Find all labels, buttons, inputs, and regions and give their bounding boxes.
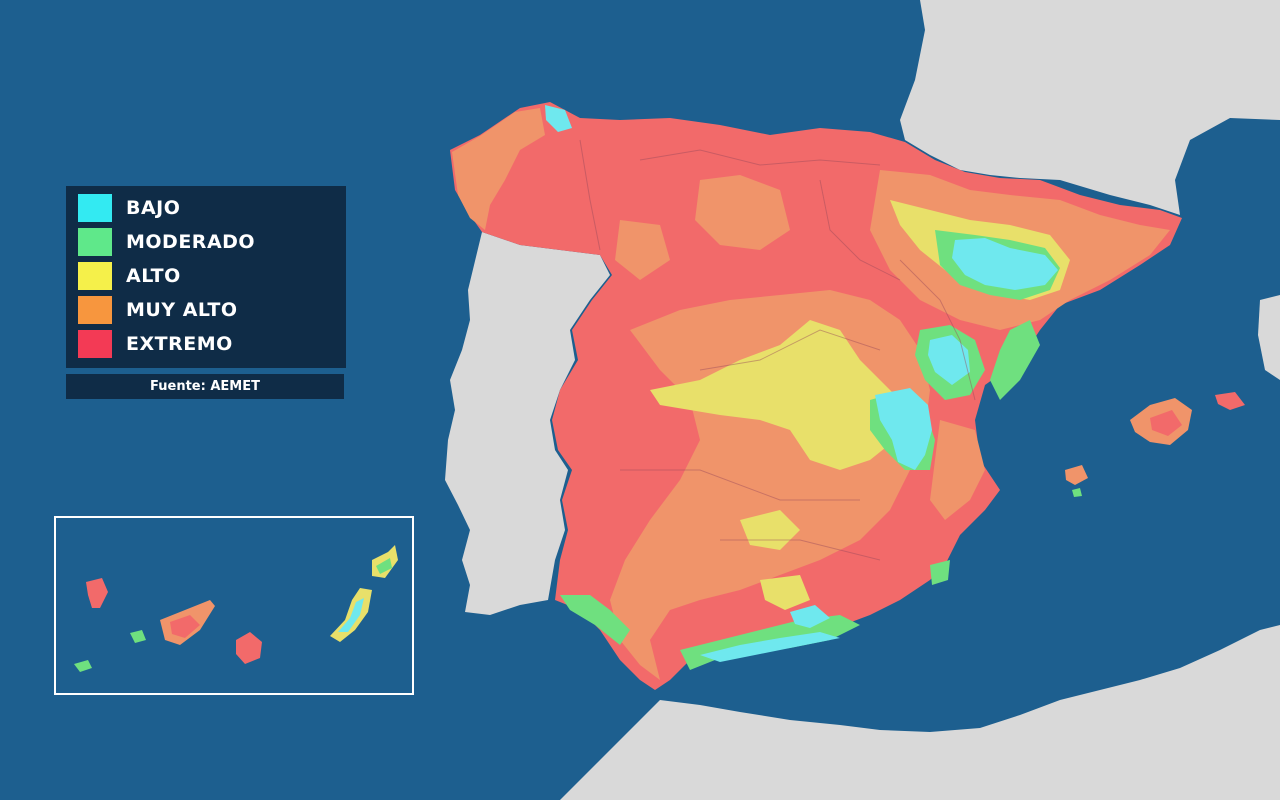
balearic-islands <box>1065 392 1245 497</box>
legend-swatch-alto <box>78 262 112 290</box>
legend-item-muy-alto: MUY ALTO <box>78 296 238 324</box>
legend-item-moderado: MODERADO <box>78 228 255 256</box>
source-label: Fuente: AEMET <box>66 374 344 399</box>
legend-label-moderado: MODERADO <box>126 231 256 253</box>
legend-item-bajo: BAJO <box>78 194 180 222</box>
zone-bajo <box>545 105 1058 662</box>
canary-islands <box>74 545 398 672</box>
france-land <box>900 0 1280 215</box>
legend-item-alto: ALTO <box>78 262 181 290</box>
legend-label-muy-alto: MUY ALTO <box>126 299 238 321</box>
legend-swatch-muy-alto <box>78 296 112 324</box>
africa-land <box>560 625 1280 800</box>
legend-swatch-moderado <box>78 228 112 256</box>
portugal-land <box>445 232 610 615</box>
legend-label-alto: ALTO <box>126 265 181 287</box>
canary-islands-inset-frame <box>54 516 414 695</box>
legend-item-extremo: EXTREMO <box>78 330 233 358</box>
legend-label-bajo: BAJO <box>126 197 181 219</box>
legend-swatch-bajo <box>78 194 112 222</box>
legend-label-extremo: EXTREMO <box>126 333 233 355</box>
legend: BAJO MODERADO ALTO MUY ALTO EXTREMO <box>66 186 346 368</box>
legend-swatch-extremo <box>78 330 112 358</box>
region-borders <box>579 139 976 561</box>
corsica-land <box>1258 295 1280 380</box>
